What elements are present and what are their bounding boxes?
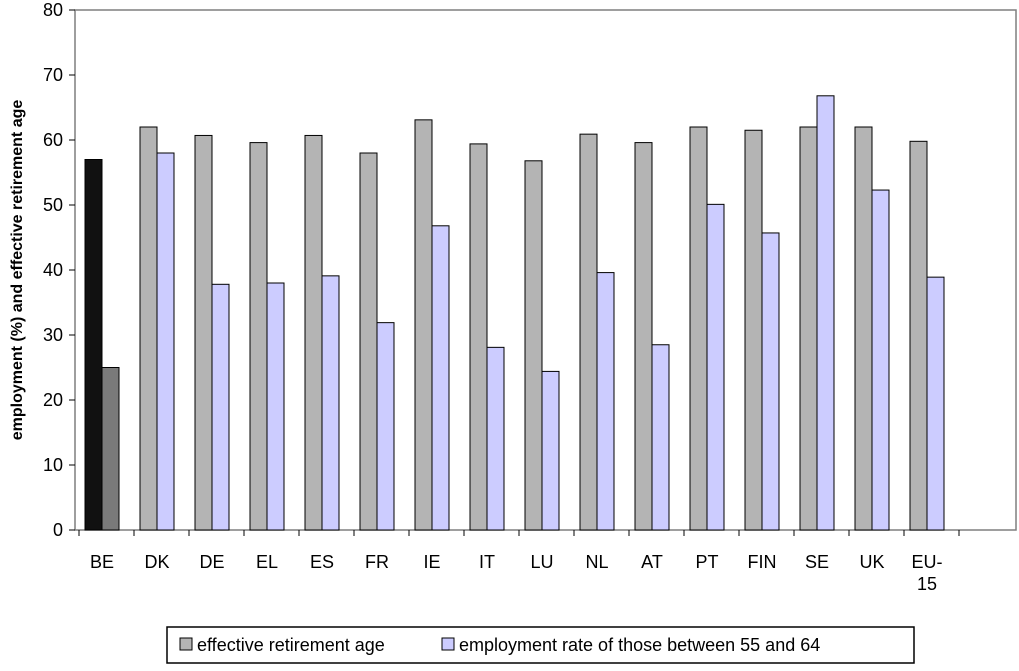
legend-swatch-retirement-age (179, 637, 193, 651)
x-tick-label: LU (530, 552, 553, 572)
bar-be-series-1 (101, 367, 120, 531)
x-tick-label: PT (695, 552, 718, 572)
y-axis: 0 10 20 30 40 50 60 70 80 (43, 0, 75, 540)
bar-be-series-0 (84, 159, 103, 531)
x-tick-label: EU-15 (912, 552, 943, 594)
bar-lu-series-1 (541, 370, 560, 531)
bar-eu15-series-1 (926, 276, 945, 531)
legend-label-retirement-age: effective retirement age (197, 635, 385, 655)
y-tick-label: 20 (43, 390, 63, 410)
bar-de-series-0 (194, 134, 213, 531)
x-tick-label: BE (90, 552, 114, 572)
bar-es-series-1 (321, 275, 340, 531)
bar-fr-series-0 (359, 152, 378, 531)
bar-nl-series-0 (579, 133, 598, 531)
legend: effective retirement age employment rate… (166, 626, 915, 664)
bar-eu15-series-0 (909, 140, 928, 531)
y-tick-label: 80 (43, 0, 63, 20)
bar-lu-series-0 (524, 160, 543, 531)
bar-el-series-0 (249, 142, 268, 531)
y-tick-label: 10 (43, 455, 63, 475)
y-tick-label: 70 (43, 65, 63, 85)
x-tick-label: IT (479, 552, 495, 572)
bar-it-series-0 (469, 143, 488, 531)
bar-se-series-1 (816, 95, 835, 531)
bar-pt-series-0 (689, 126, 708, 531)
x-tick-label: FR (365, 552, 389, 572)
x-tick-label: AT (641, 552, 663, 572)
x-tick-label: NL (585, 552, 608, 572)
bar-es-series-0 (304, 134, 323, 531)
y-axis-label: employment (%) and effective retirement … (9, 100, 26, 441)
bar-dk-series-1 (156, 152, 175, 531)
x-tick-label: DK (144, 552, 169, 572)
bar-uk-series-1 (871, 189, 890, 531)
bar-ie-series-1 (431, 225, 450, 531)
bar-el-series-1 (266, 282, 285, 531)
bar-se-series-0 (799, 126, 818, 531)
bar-ie-series-0 (414, 119, 433, 531)
x-tick-label: IE (423, 552, 440, 572)
y-tick-label: 0 (53, 520, 63, 540)
x-tick-label: EL (256, 552, 278, 572)
legend-label-employment-rate: employment rate of those between 55 and … (459, 635, 820, 655)
x-tick-label: DE (199, 552, 224, 572)
bar-at-series-0 (634, 142, 653, 531)
y-tick-label: 30 (43, 325, 63, 345)
y-tick-label: 40 (43, 260, 63, 280)
x-axis: BE DK DE EL ES FR IE IT LU NL AT PT FIN SE UK EU-15 (78, 530, 960, 594)
bar-it-series-1 (486, 346, 505, 531)
bars (84, 95, 945, 531)
legend-box (166, 626, 915, 664)
x-tick-label: FIN (748, 552, 777, 572)
x-tick-label: SE (805, 552, 829, 572)
bar-nl-series-1 (596, 272, 615, 531)
bar-fin-series-0 (744, 129, 763, 531)
y-tick-label: 50 (43, 195, 63, 215)
bar-pt-series-1 (706, 203, 725, 531)
bar-at-series-1 (651, 344, 670, 531)
bar-dk-series-0 (139, 126, 158, 531)
bar-fin-series-1 (761, 232, 780, 531)
bar-de-series-1 (211, 283, 230, 531)
legend-swatch-employment-rate (441, 637, 455, 651)
x-tick-label: UK (859, 552, 884, 572)
bar-uk-series-0 (854, 126, 873, 531)
bar-fr-series-1 (376, 322, 395, 531)
x-tick-label: ES (310, 552, 334, 572)
y-tick-label: 60 (43, 130, 63, 150)
